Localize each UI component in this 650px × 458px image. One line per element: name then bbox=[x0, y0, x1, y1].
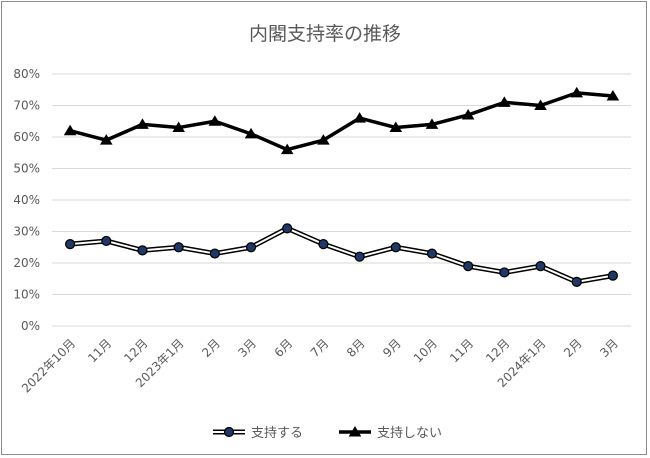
x-tick-label: 10月 bbox=[411, 336, 440, 365]
grid-layer bbox=[52, 73, 631, 327]
x-tick-label: 7月 bbox=[308, 336, 332, 360]
series-line bbox=[69, 91, 614, 152]
y-tick-label: 0% bbox=[21, 319, 40, 333]
data-point bbox=[245, 242, 257, 253]
data-point bbox=[353, 112, 366, 123]
data-point bbox=[426, 248, 438, 259]
data-point bbox=[208, 115, 222, 126]
y-tick-label: 50% bbox=[13, 162, 40, 176]
y-tick-label: 60% bbox=[13, 130, 40, 144]
data-point bbox=[101, 235, 112, 247]
series-2 bbox=[63, 86, 620, 155]
series-1 bbox=[64, 223, 619, 287]
x-tick-label: 2022年10月 bbox=[19, 336, 78, 395]
data-point bbox=[173, 242, 184, 253]
legend-item-1: 支持する bbox=[213, 426, 303, 441]
x-tick-label: 12月 bbox=[121, 336, 150, 365]
y-tick-label: 70% bbox=[13, 99, 40, 113]
series-layer bbox=[63, 86, 620, 287]
data-point bbox=[499, 267, 510, 278]
data-point bbox=[498, 96, 511, 107]
x-tick-label: 3月 bbox=[235, 336, 259, 360]
data-point bbox=[607, 270, 619, 281]
data-point bbox=[63, 124, 77, 136]
x-tick-label: 6月 bbox=[272, 336, 296, 360]
data-point bbox=[354, 251, 365, 262]
data-point bbox=[99, 134, 113, 145]
legend-item-2: 支持しない bbox=[339, 426, 442, 441]
x-tick-label: 2月 bbox=[199, 336, 223, 360]
data-point bbox=[463, 261, 474, 272]
data-point bbox=[461, 108, 475, 120]
data-point bbox=[606, 90, 620, 101]
x-tick-label: 11月 bbox=[447, 336, 476, 365]
y-axis-ticks: 0% 10% 20% 30% 40% 50% 60% 70% 80% bbox=[13, 67, 40, 333]
series-line bbox=[70, 227, 614, 283]
data-point bbox=[318, 239, 329, 250]
y-tick-label: 20% bbox=[13, 256, 40, 270]
chart-title: 内閣支持率の推移 bbox=[249, 23, 401, 45]
data-point bbox=[390, 242, 401, 253]
data-point bbox=[209, 248, 220, 259]
legend-marker bbox=[348, 426, 362, 437]
x-tick-label: 8月 bbox=[344, 336, 368, 360]
data-point bbox=[64, 239, 76, 250]
data-point bbox=[282, 223, 293, 234]
x-tick-label: 11月 bbox=[85, 336, 114, 365]
data-point bbox=[570, 86, 584, 98]
series-line-outline bbox=[69, 225, 614, 285]
data-point bbox=[137, 245, 148, 256]
legend-label: 支持する bbox=[251, 426, 303, 441]
data-point bbox=[389, 121, 403, 133]
x-tick-label: 3月 bbox=[597, 336, 621, 360]
y-tick-label: 40% bbox=[13, 193, 40, 207]
x-tick-label: 2月 bbox=[561, 336, 585, 360]
legend: 支持する 支持しない bbox=[213, 426, 442, 441]
data-point bbox=[425, 118, 439, 129]
y-tick-label: 30% bbox=[13, 225, 40, 239]
y-tick-label: 10% bbox=[13, 288, 40, 302]
x-tick-label: 12月 bbox=[483, 336, 512, 365]
data-point bbox=[535, 261, 546, 272]
legend-label: 支持しない bbox=[377, 426, 442, 441]
data-point bbox=[280, 143, 294, 155]
data-point bbox=[244, 127, 258, 139]
x-tick-label: 9月 bbox=[380, 336, 404, 360]
y-tick-label: 80% bbox=[13, 67, 40, 81]
legend-marker bbox=[223, 426, 235, 438]
data-point bbox=[136, 118, 149, 129]
data-point bbox=[571, 276, 582, 287]
data-point bbox=[534, 99, 547, 110]
data-point bbox=[317, 134, 330, 145]
data-point bbox=[172, 121, 185, 133]
